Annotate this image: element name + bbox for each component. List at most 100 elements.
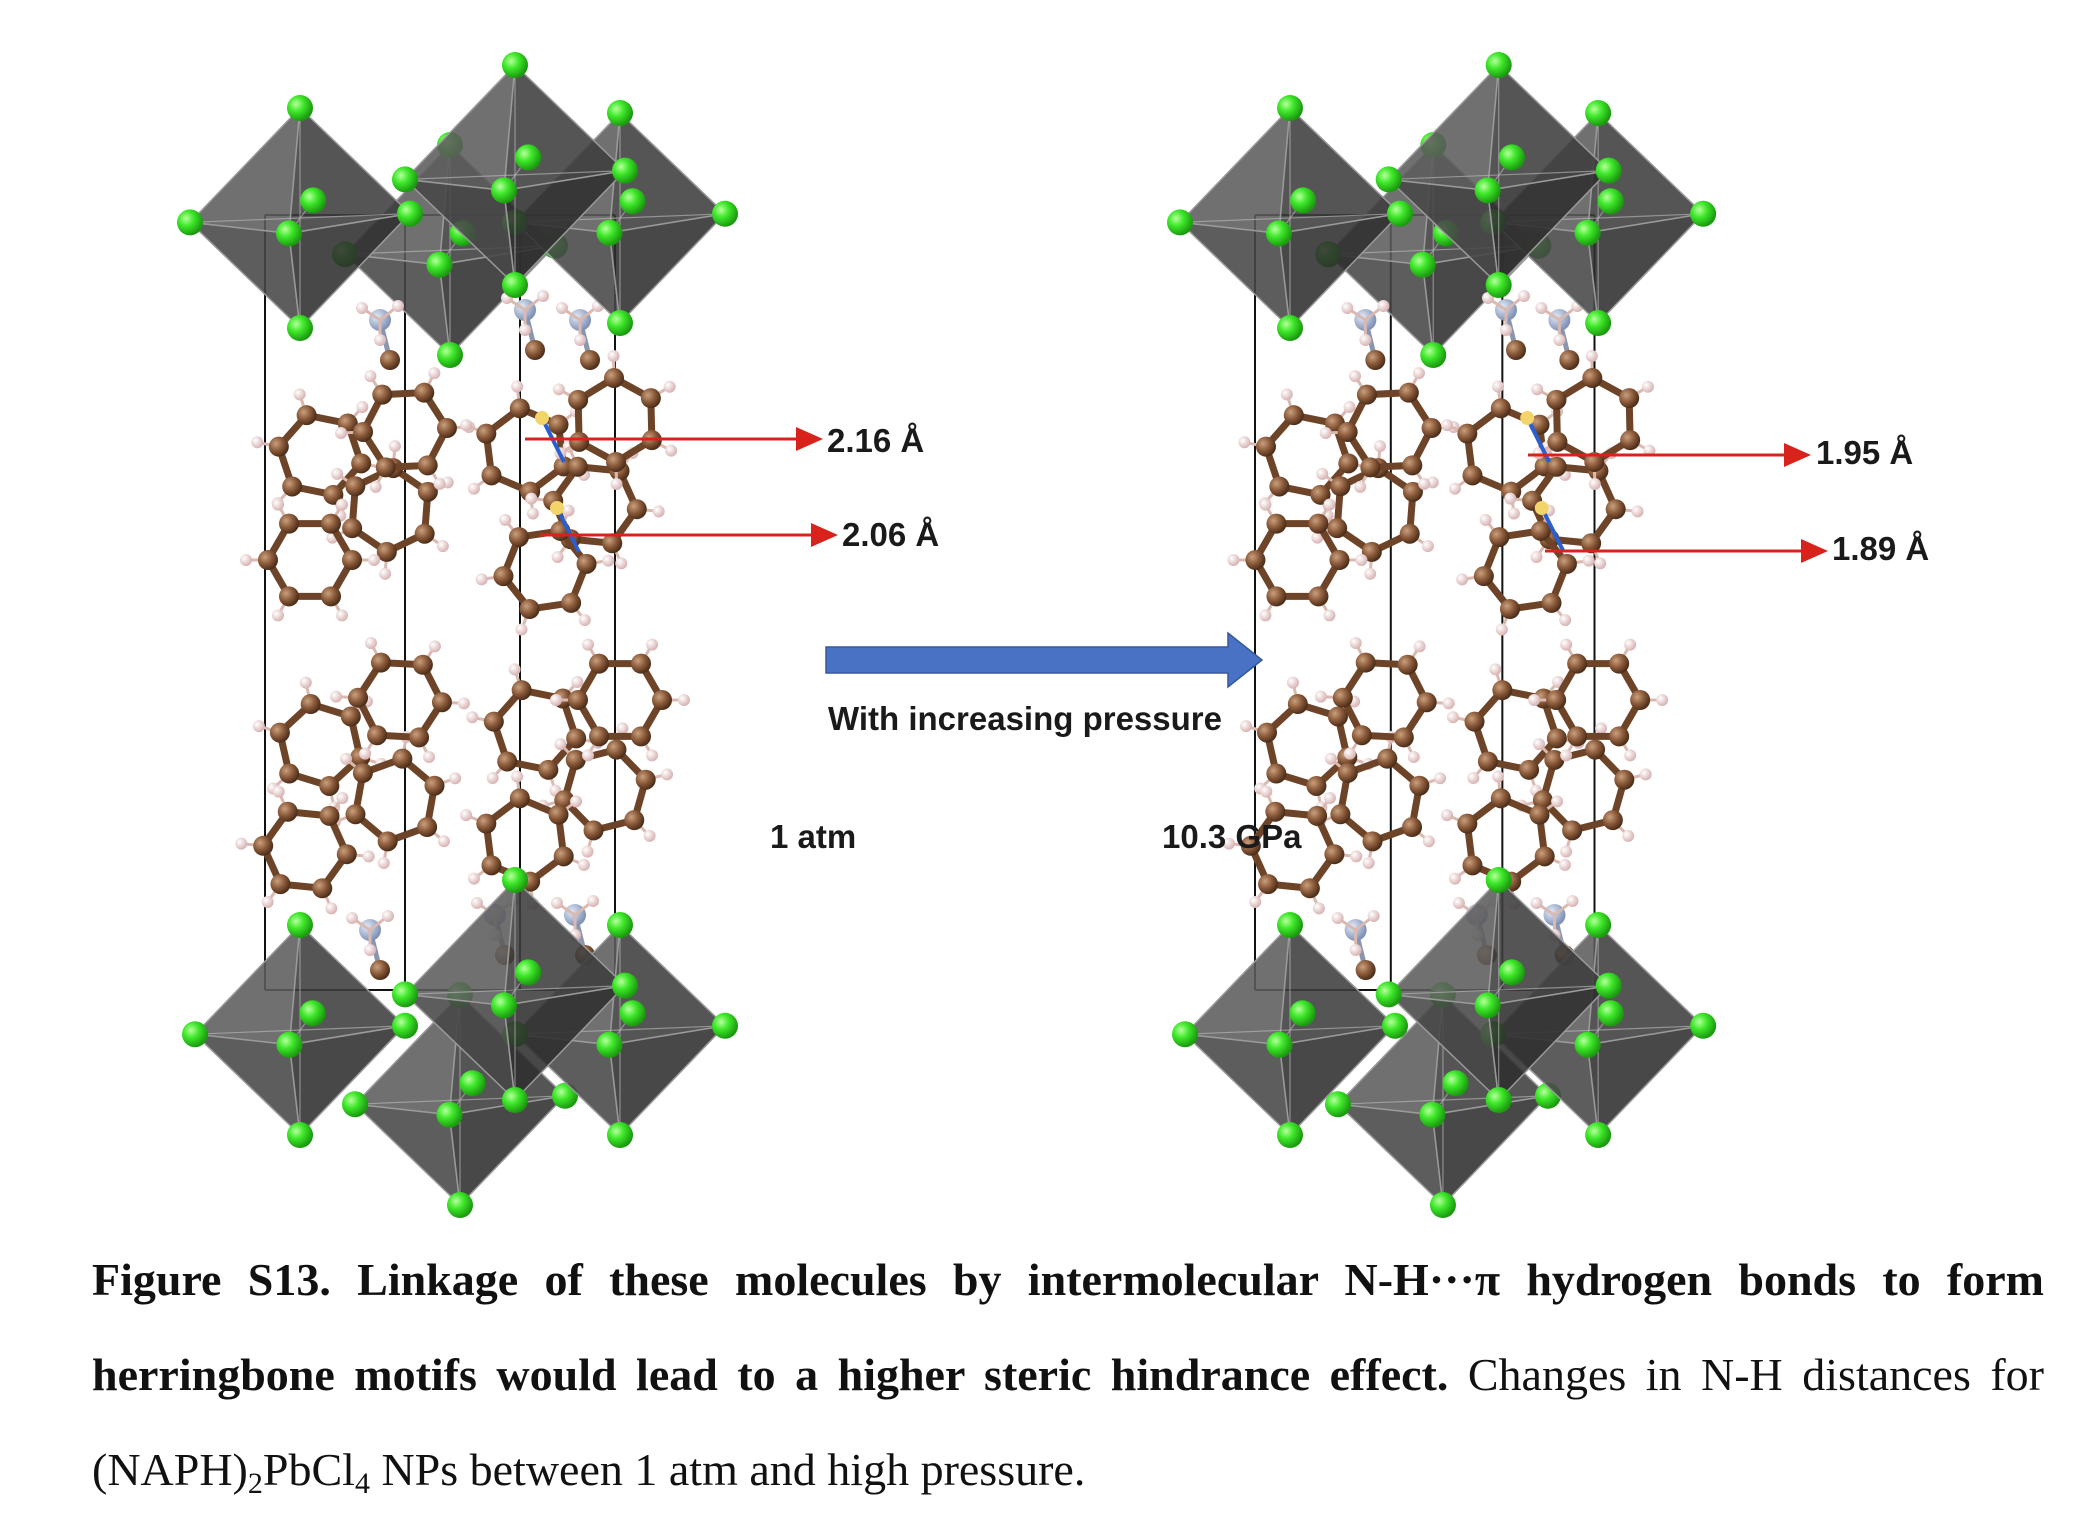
carbon-atom bbox=[1310, 484, 1331, 505]
carbon-atom bbox=[481, 855, 502, 876]
octahedron-face bbox=[1586, 1024, 1706, 1137]
carbon-atom bbox=[342, 550, 362, 570]
hydrogen-atom bbox=[1530, 897, 1543, 909]
carbon-atom bbox=[431, 692, 452, 713]
carbon-atom bbox=[414, 382, 435, 403]
hydrogen-atom bbox=[1421, 540, 1434, 553]
carbon-atom bbox=[624, 810, 645, 831]
carbon-atom bbox=[312, 878, 333, 899]
hydrogen-atom bbox=[508, 663, 521, 676]
hydrogen-atom bbox=[602, 554, 615, 567]
carbon-atom bbox=[1547, 431, 1568, 452]
hydrogen-atom bbox=[240, 554, 252, 566]
chlorine-atom bbox=[1277, 95, 1303, 121]
carbon-atom bbox=[1409, 775, 1430, 796]
octahedron-face bbox=[1387, 877, 1500, 1007]
chlorine-atom bbox=[1419, 1101, 1446, 1128]
chlorine-atom bbox=[1375, 981, 1402, 1008]
chlorine-atom bbox=[1420, 342, 1447, 368]
carbon-atom bbox=[1329, 550, 1350, 570]
caption-body-3: NPs between 1 atm and high pressure. bbox=[369, 1444, 1086, 1495]
hydrogen-atom bbox=[388, 440, 401, 453]
hydrogen-atom bbox=[665, 444, 678, 457]
hydrogen-atom bbox=[1316, 467, 1329, 480]
chlorine-atom bbox=[515, 144, 542, 171]
hydrogen-atom bbox=[1441, 419, 1454, 432]
carbon-atom bbox=[380, 350, 400, 370]
hydrogen-atom bbox=[1560, 749, 1573, 762]
hydrogen-atom bbox=[1507, 507, 1520, 520]
hydrogen-atom bbox=[1448, 482, 1461, 495]
chlorine-atom bbox=[1474, 177, 1501, 204]
hydrogen-atom bbox=[1260, 785, 1273, 798]
hydrogen-atom bbox=[571, 676, 584, 689]
octahedron-face bbox=[288, 212, 413, 330]
chlorine-atom bbox=[1597, 1000, 1624, 1027]
chlorine-atom bbox=[1595, 972, 1622, 999]
carbon-atom bbox=[1585, 739, 1606, 760]
hydrogen-atom bbox=[1533, 738, 1546, 751]
hydrogen-atom bbox=[369, 480, 382, 493]
carbon-atom bbox=[1330, 804, 1351, 825]
caption-sub-2: 2 bbox=[247, 1467, 263, 1500]
hydrogen-atom bbox=[1624, 749, 1637, 762]
carbon-atom bbox=[576, 553, 597, 574]
condition-label-right: 10.3 GPa bbox=[1162, 818, 1302, 855]
carbon-atom bbox=[321, 513, 341, 534]
hydrogen-atom bbox=[1656, 694, 1669, 706]
carbon-atom bbox=[1464, 711, 1485, 732]
hydrogen-atom bbox=[1354, 480, 1367, 493]
hydrogen-atom bbox=[1559, 614, 1572, 627]
carbon-atom bbox=[1258, 874, 1279, 895]
hydrogen-atom bbox=[359, 747, 372, 760]
chlorine-atom bbox=[1277, 315, 1303, 341]
hydrogen-atom bbox=[428, 640, 441, 653]
carbon-atom bbox=[417, 481, 438, 502]
hydrogen-atom bbox=[1240, 720, 1253, 733]
hydrogen-atom bbox=[1595, 722, 1608, 735]
chlorine-atom bbox=[502, 272, 528, 298]
carbon-atom bbox=[375, 457, 396, 478]
carbon-atom bbox=[589, 726, 609, 747]
carbon-atom bbox=[493, 566, 514, 587]
carbon-atom bbox=[1308, 586, 1329, 607]
carbon-atom bbox=[1457, 423, 1478, 444]
carbon-atom bbox=[340, 706, 361, 727]
carbon-atom bbox=[1402, 455, 1423, 476]
hydrogen-atom bbox=[272, 498, 284, 511]
hydrogen-atom bbox=[578, 614, 591, 627]
hydrogen-atom bbox=[1446, 711, 1459, 724]
hydrogen-atom bbox=[562, 504, 575, 517]
hydrogen-atom bbox=[486, 771, 499, 784]
carbon-atom bbox=[367, 725, 388, 746]
carbon-atom bbox=[476, 813, 497, 834]
bond-endpoint bbox=[1520, 411, 1535, 425]
hydrogen-atom bbox=[1323, 792, 1336, 805]
hydrogen-atom bbox=[1622, 829, 1635, 842]
hydrogen-atom bbox=[616, 722, 629, 735]
carbon-atom bbox=[481, 465, 502, 486]
octahedron-face bbox=[403, 62, 516, 192]
chlorine-atom bbox=[502, 867, 528, 893]
hydrogen-atom bbox=[466, 711, 479, 724]
hydrogen-atom bbox=[551, 897, 563, 909]
hydrogen-atom bbox=[382, 910, 394, 922]
hydrogen-atom bbox=[525, 492, 538, 505]
chlorine-atom bbox=[607, 912, 633, 938]
carbon-atom bbox=[1266, 763, 1287, 784]
carbon-atom bbox=[1541, 592, 1562, 613]
hydrogen-atom bbox=[436, 540, 449, 553]
hydrogen-atom bbox=[1286, 676, 1299, 689]
chlorine-atom bbox=[437, 342, 463, 368]
chlorine-atom bbox=[1574, 219, 1601, 246]
pressure-arrow bbox=[825, 631, 1264, 689]
hydrogen-atom bbox=[1323, 498, 1336, 511]
hydrogen-atom bbox=[1314, 690, 1327, 703]
hydrogen-atom bbox=[1551, 795, 1564, 808]
hydrogen-atom bbox=[335, 427, 348, 440]
chlorine-atom bbox=[607, 100, 633, 126]
carbon-atom bbox=[348, 687, 369, 708]
hydrogen-atom bbox=[1530, 550, 1543, 563]
carbon-atom bbox=[519, 599, 540, 620]
carbon-atom bbox=[279, 586, 299, 607]
